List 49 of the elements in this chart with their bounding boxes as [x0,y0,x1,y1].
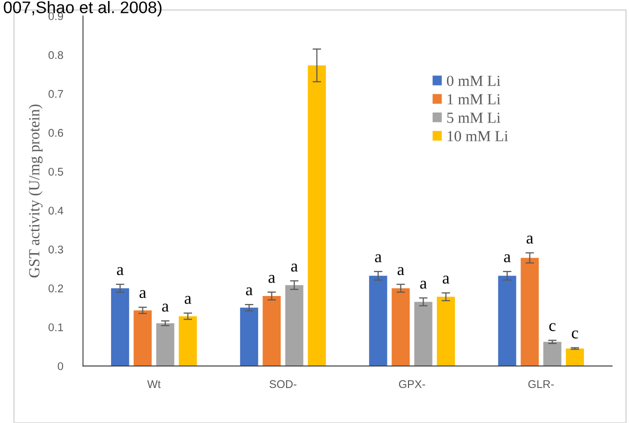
bar [262,296,281,366]
bar [156,323,174,366]
legend-label: 1 mM Li [448,94,500,104]
bar [240,308,258,366]
x-tick-label: Wt [147,380,161,388]
y-tick-label: 0.6 [48,128,64,137]
data-label: a [420,280,427,289]
x-tick-label: GLR- [528,380,554,388]
data-label: a [268,274,276,283]
bar [308,65,326,366]
data-label: a [246,287,253,296]
legend-label: 10 mM Li [448,131,508,142]
y-tick-label: 0.4 [48,206,64,215]
y-tick-label: 0.3 [48,246,64,254]
bar [285,285,304,366]
data-label: a [375,254,382,262]
data-label: a [442,276,450,284]
bar [414,302,432,366]
y-axis-title: GST activity (U/mg protein) [28,104,43,278]
data-label: a [398,267,404,276]
y-tick-label: 0.2 [48,284,63,292]
data-label: a [504,254,511,262]
bar [543,342,562,366]
data-label: a [184,296,192,304]
y-tick-label: 0.7 [48,90,63,98]
data-label: a [116,267,124,276]
y-tick-label: 0.8 [48,51,64,60]
bar [392,288,410,366]
x-tick-label: GPX- [398,380,426,388]
data-label: c [549,323,556,332]
x-tick-label: SOD- [270,380,296,388]
bar [566,348,584,366]
bar [111,288,130,366]
bar [520,258,539,366]
legend-label: 5 mM Li [447,112,500,123]
legend-label: 0 mM Li [446,76,500,86]
y-tick-label: 0 [58,362,64,370]
y-tick-label: 0.1 [48,323,64,332]
y-tick-label: 0.5 [48,168,64,176]
data-label: a [140,290,146,298]
data-label: c [572,330,578,339]
bar [498,276,516,366]
bar [134,310,152,366]
data-label: a [162,304,169,312]
bar [178,316,197,366]
data-label: a [291,264,298,272]
bar [369,276,388,366]
bar [436,296,455,366]
data-label: a [526,236,534,244]
